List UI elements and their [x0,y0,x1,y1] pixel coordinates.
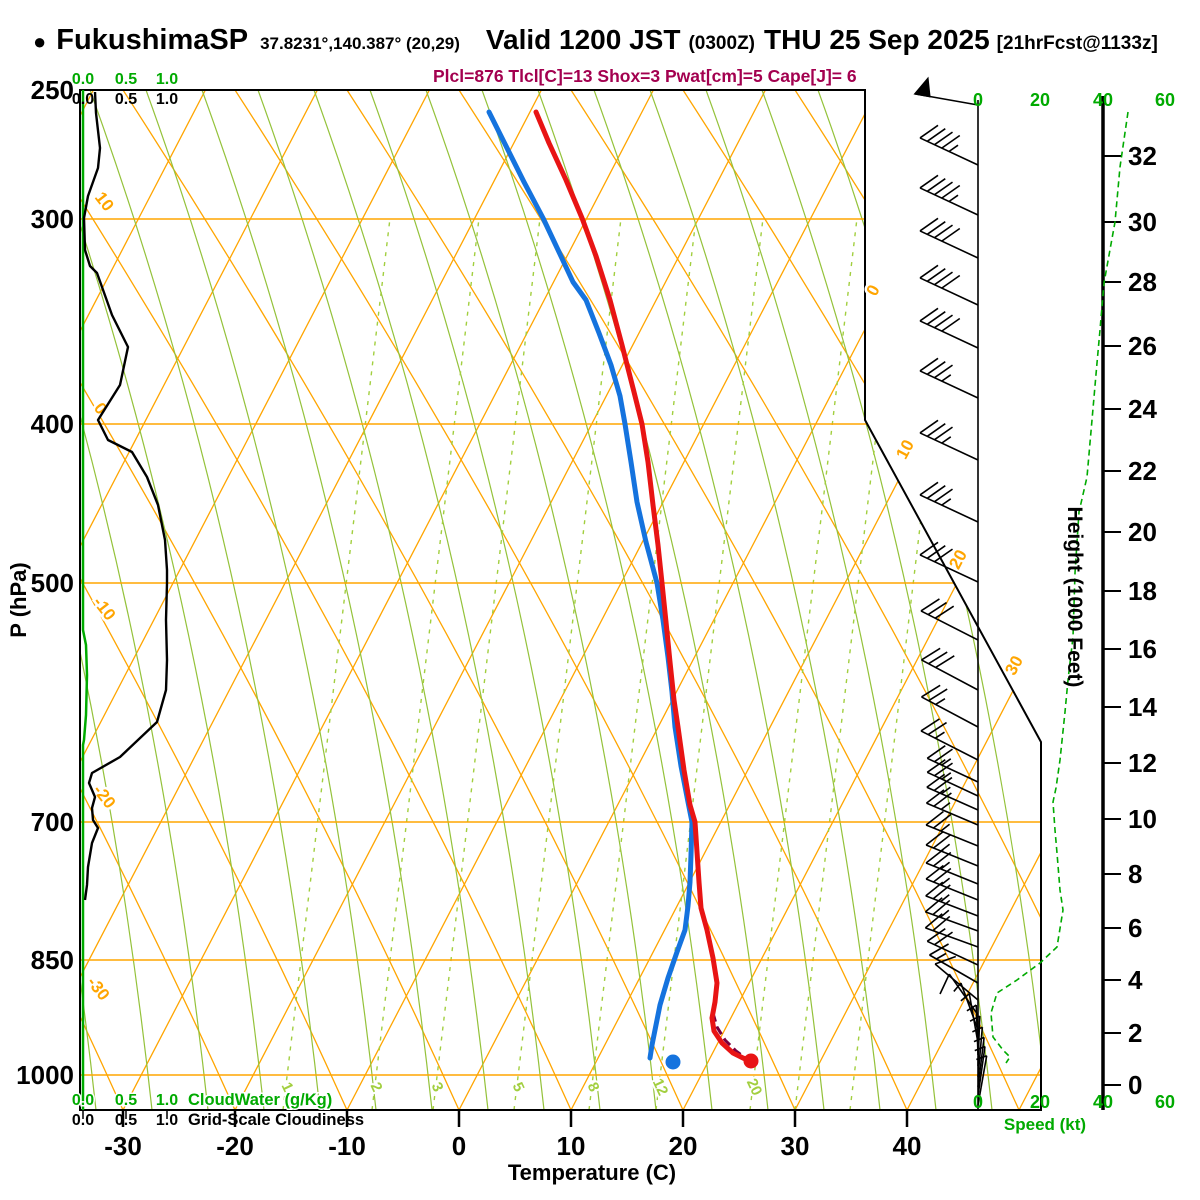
cloudwater-scale-top: 0.0 [72,71,94,88]
cloudwater-curve [81,90,89,1110]
cloudiness-scale-bottom: 0.5 [115,1112,137,1129]
svg-text:3: 3 [428,1080,447,1095]
temperature-axis [121,1110,909,1127]
svg-text:10: 10 [892,437,918,463]
svg-text:22: 22 [1128,456,1157,486]
stability-indices: Plcl=876 Tlcl[C]=13 Shox=3 Pwat[cm]=5 Ca… [433,66,857,86]
height-axis-title: Height (1000 Feet) [1063,507,1086,688]
cloudiness-scale-bottom: 0.0 [72,1112,94,1129]
pressure-tick-label: 700 [31,807,74,837]
wind-barbs [913,76,988,1106]
svg-text:10: 10 [91,188,118,215]
cloudiness-scale-top: 0.0 [72,91,94,108]
svg-text:8: 8 [584,1080,603,1095]
surface-dewpoint-dot [665,1054,681,1070]
forecast-tag: [21hrFcst@1133z] [996,33,1158,54]
svg-text:2: 2 [1128,1018,1142,1048]
pressure-tick-label: 400 [31,409,74,439]
svg-text:5: 5 [509,1080,528,1095]
speed-scale-top-label: 60 [1155,90,1175,110]
plot-border [79,89,1042,1111]
svg-text:28: 28 [1128,267,1157,297]
speed-scale-bottom-label: 0 [973,1092,983,1112]
temperature-tick-label: 40 [893,1131,922,1161]
isotherm-lines [80,90,1041,1110]
pressure-tick-label: 1000 [16,1060,74,1090]
temperature-tick-label: -30 [104,1131,142,1161]
temperature-tick-label: 10 [557,1131,586,1161]
valid-time: Valid 1200 JST [485,24,681,55]
valid-date: THU 25 Sep 2025 [764,24,990,55]
pressure-tick-label: 250 [31,75,74,105]
cloudwater-scale-bottom: 0.5 [115,1092,137,1109]
temperature-tick-label: -20 [216,1131,254,1161]
cloudiness-legend-label: Grid-Scale Cloudiness [188,1111,364,1129]
svg-text:20: 20 [743,1076,765,1098]
dry-adiabat-lines [80,90,1041,1110]
temperature-curve [533,109,751,1063]
svg-text:2: 2 [367,1080,386,1095]
temperature-tick-label: -10 [328,1131,366,1161]
skewt-grid [80,90,1041,1110]
cloudwater-legend-label: CloudWater (g/Kg) [188,1091,332,1109]
speed-scale-bottom-label: 40 [1093,1092,1113,1112]
svg-text:30: 30 [1128,207,1157,237]
mixing-ratio-lines [282,219,958,1110]
pressure-tick-label: 300 [31,204,74,234]
speed-scale-bottom-label: 20 [1030,1092,1050,1112]
svg-text:32: 32 [1128,141,1157,171]
temperature-tick-label: 20 [669,1131,698,1161]
temperature-axis-title: Temperature (C) [508,1160,676,1185]
cloudwater-scale-top: 0.5 [115,71,137,88]
svg-text:16: 16 [1128,634,1157,664]
cloudiness-curve [82,91,169,901]
pressure-tick-label: 850 [31,945,74,975]
wind-speed-curve [990,111,1129,1064]
svg-text:0: 0 [1128,1070,1142,1100]
cloudiness-scale-top: 1.0 [156,91,178,108]
temperature-tick-label: 30 [781,1131,810,1161]
svg-text:10: 10 [1128,804,1157,834]
svg-text:14: 14 [1128,692,1157,722]
cloudiness-scale-top: 0.5 [115,91,137,108]
svg-text:-30: -30 [83,973,113,1004]
svg-text:20: 20 [1128,517,1157,547]
svg-text:18: 18 [1128,576,1157,606]
svg-text:6: 6 [1128,913,1142,943]
svg-text:-10: -10 [89,593,119,624]
svg-text:12: 12 [1128,748,1157,778]
temperature-tick-label: 0 [452,1131,466,1161]
pressure-tick-label: 500 [31,568,74,598]
svg-text:26: 26 [1128,331,1157,361]
pressure-gridlines [80,218,1041,1076]
valid-time-zulu: (0300Z) [688,33,755,54]
speed-scale-top-label: 0 [973,90,983,110]
cloudwater-scale-top: 1.0 [156,71,178,88]
station-bullet-icon: ● [33,29,47,54]
chart-title: ● FukushimaSP 37.8231°,140.387° (20,29) … [33,24,1158,57]
cloudwater-scale-bottom: 1.0 [156,1092,178,1109]
svg-text:8: 8 [1128,859,1142,889]
svg-text:24: 24 [1128,394,1157,424]
surface-temperature-dot [743,1053,759,1069]
station-coordinates: 37.8231°,140.387° (20,29) [260,34,460,53]
speed-axis-title: Speed (kt) [1004,1115,1086,1134]
svg-text:4: 4 [1128,965,1143,995]
speed-scale-top-label: 20 [1030,90,1050,110]
speed-scale-bottom-label: 60 [1155,1092,1175,1112]
speed-scale-top-label: 40 [1093,90,1113,110]
cloudiness-scale-bottom: 1.0 [156,1112,178,1129]
cloudwater-scale-bottom: 0.0 [72,1092,94,1109]
moist-adiabat-lines [80,90,1041,1110]
pressure-axis-title: P (hPa) [6,562,31,637]
station-name: FukushimaSP [56,24,249,56]
